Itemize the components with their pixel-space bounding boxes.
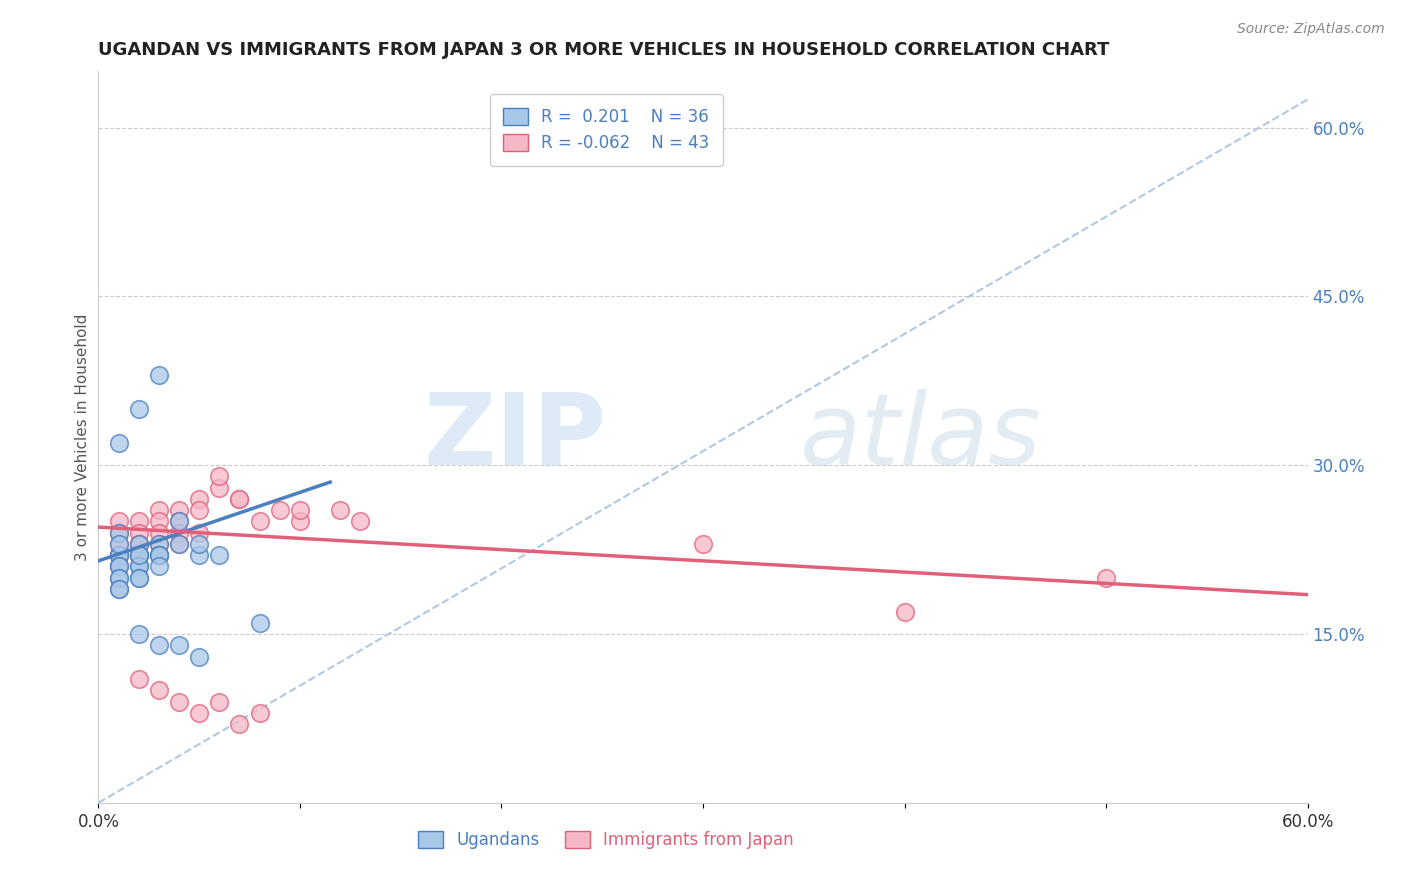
Point xyxy=(107,548,129,562)
Point xyxy=(107,571,129,585)
Point xyxy=(288,515,311,529)
Point xyxy=(167,525,190,540)
Point xyxy=(128,537,150,551)
Point xyxy=(148,548,170,562)
Point xyxy=(107,537,129,551)
Point xyxy=(188,706,211,720)
Point xyxy=(128,515,150,529)
Point xyxy=(188,548,211,562)
Point xyxy=(188,649,211,664)
Point xyxy=(228,491,250,506)
Point xyxy=(269,503,291,517)
Point xyxy=(128,559,150,574)
Text: UGANDAN VS IMMIGRANTS FROM JAPAN 3 OR MORE VEHICLES IN HOUSEHOLD CORRELATION CHA: UGANDAN VS IMMIGRANTS FROM JAPAN 3 OR MO… xyxy=(98,41,1109,59)
Point xyxy=(128,571,150,585)
Point xyxy=(228,491,250,506)
Text: ZIP: ZIP xyxy=(423,389,606,485)
Point xyxy=(107,582,129,596)
Point xyxy=(128,571,150,585)
Point xyxy=(128,548,150,562)
Point xyxy=(893,605,915,619)
Point xyxy=(107,525,129,540)
Point xyxy=(288,503,311,517)
Point xyxy=(208,548,231,562)
Point xyxy=(167,515,190,529)
Point xyxy=(329,503,352,517)
Point xyxy=(249,515,271,529)
Point xyxy=(107,515,129,529)
Point xyxy=(148,515,170,529)
Point xyxy=(128,548,150,562)
Point xyxy=(107,525,129,540)
Legend: Ugandans, Immigrants from Japan: Ugandans, Immigrants from Japan xyxy=(419,831,794,849)
Point xyxy=(148,368,170,383)
Point xyxy=(167,503,190,517)
Point xyxy=(188,491,211,506)
Point xyxy=(148,537,170,551)
Point xyxy=(128,525,150,540)
Point xyxy=(107,582,129,596)
Point xyxy=(107,537,129,551)
Point xyxy=(167,694,190,708)
Point xyxy=(249,706,271,720)
Point xyxy=(128,548,150,562)
Point xyxy=(188,525,211,540)
Point xyxy=(1095,571,1118,585)
Point xyxy=(128,548,150,562)
Point xyxy=(128,548,150,562)
Point xyxy=(148,559,170,574)
Text: Source: ZipAtlas.com: Source: ZipAtlas.com xyxy=(1237,22,1385,37)
Point xyxy=(208,469,231,483)
Point xyxy=(188,503,211,517)
Text: atlas: atlas xyxy=(800,389,1042,485)
Point xyxy=(107,435,129,450)
Point xyxy=(692,537,714,551)
Point xyxy=(188,537,211,551)
Point xyxy=(148,548,170,562)
Point xyxy=(249,615,271,630)
Point xyxy=(167,515,190,529)
Point xyxy=(128,627,150,641)
Point xyxy=(128,537,150,551)
Point xyxy=(148,683,170,698)
Point xyxy=(107,548,129,562)
Y-axis label: 3 or more Vehicles in Household: 3 or more Vehicles in Household xyxy=(75,313,90,561)
Point xyxy=(107,559,129,574)
Point xyxy=(349,515,371,529)
Point xyxy=(107,548,129,562)
Point xyxy=(107,559,129,574)
Point xyxy=(128,401,150,416)
Point xyxy=(208,481,231,495)
Point xyxy=(128,559,150,574)
Point xyxy=(167,537,190,551)
Point xyxy=(107,571,129,585)
Point xyxy=(128,672,150,686)
Point xyxy=(148,525,170,540)
Point xyxy=(228,717,250,731)
Point xyxy=(167,537,190,551)
Point xyxy=(148,503,170,517)
Point xyxy=(128,537,150,551)
Point xyxy=(107,559,129,574)
Point xyxy=(208,694,231,708)
Point xyxy=(167,638,190,652)
Point xyxy=(148,548,170,562)
Point xyxy=(148,537,170,551)
Point xyxy=(107,548,129,562)
Point xyxy=(148,638,170,652)
